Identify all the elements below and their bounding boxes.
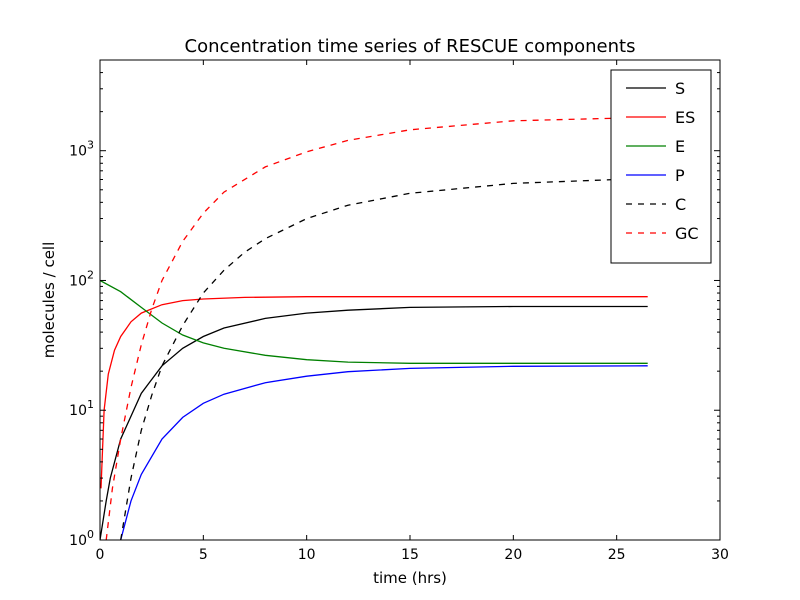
chart-title: Concentration time series of RESCUE comp… (185, 36, 636, 57)
x-tick-label: 25 (608, 547, 626, 563)
x-tick-label: 10 (298, 547, 316, 563)
y-tick-label: 100 (69, 528, 94, 549)
y-axis-label: molecules / cell (40, 242, 58, 359)
series-line-p (120, 365, 648, 540)
legend-label-p: P (675, 166, 685, 185)
x-tick-label: 0 (96, 547, 105, 563)
legend-label-es: ES (675, 108, 695, 127)
series-layer (100, 117, 648, 540)
y-tick-label: 101 (69, 398, 94, 419)
legend-label-s: S (675, 79, 685, 98)
legend-label-c: C (675, 195, 686, 214)
x-axis: 0 5 10 15 20 25 30 (96, 60, 729, 563)
legend: S ES EPC GC (610, 69, 712, 264)
series-line-gc (105, 117, 617, 540)
series-line-s (100, 305, 648, 540)
x-tick-label: 30 (711, 547, 729, 563)
legend-box (610, 69, 712, 264)
x-axis-label: time (hrs) (373, 569, 447, 587)
x-tick-label: 15 (401, 547, 419, 563)
legend-label-e: E (675, 137, 685, 156)
series-line-es (100, 296, 648, 489)
series-line-c (120, 178, 617, 540)
series-line-e (100, 279, 648, 364)
y-axis: 100 101 102 103 (69, 59, 720, 549)
x-tick-label: 5 (199, 547, 208, 563)
y-tick-label: 103 (69, 139, 94, 160)
legend-label-gc: GC (675, 224, 699, 243)
x-tick-label: 20 (504, 547, 522, 563)
y-tick-label: 102 (69, 268, 94, 289)
